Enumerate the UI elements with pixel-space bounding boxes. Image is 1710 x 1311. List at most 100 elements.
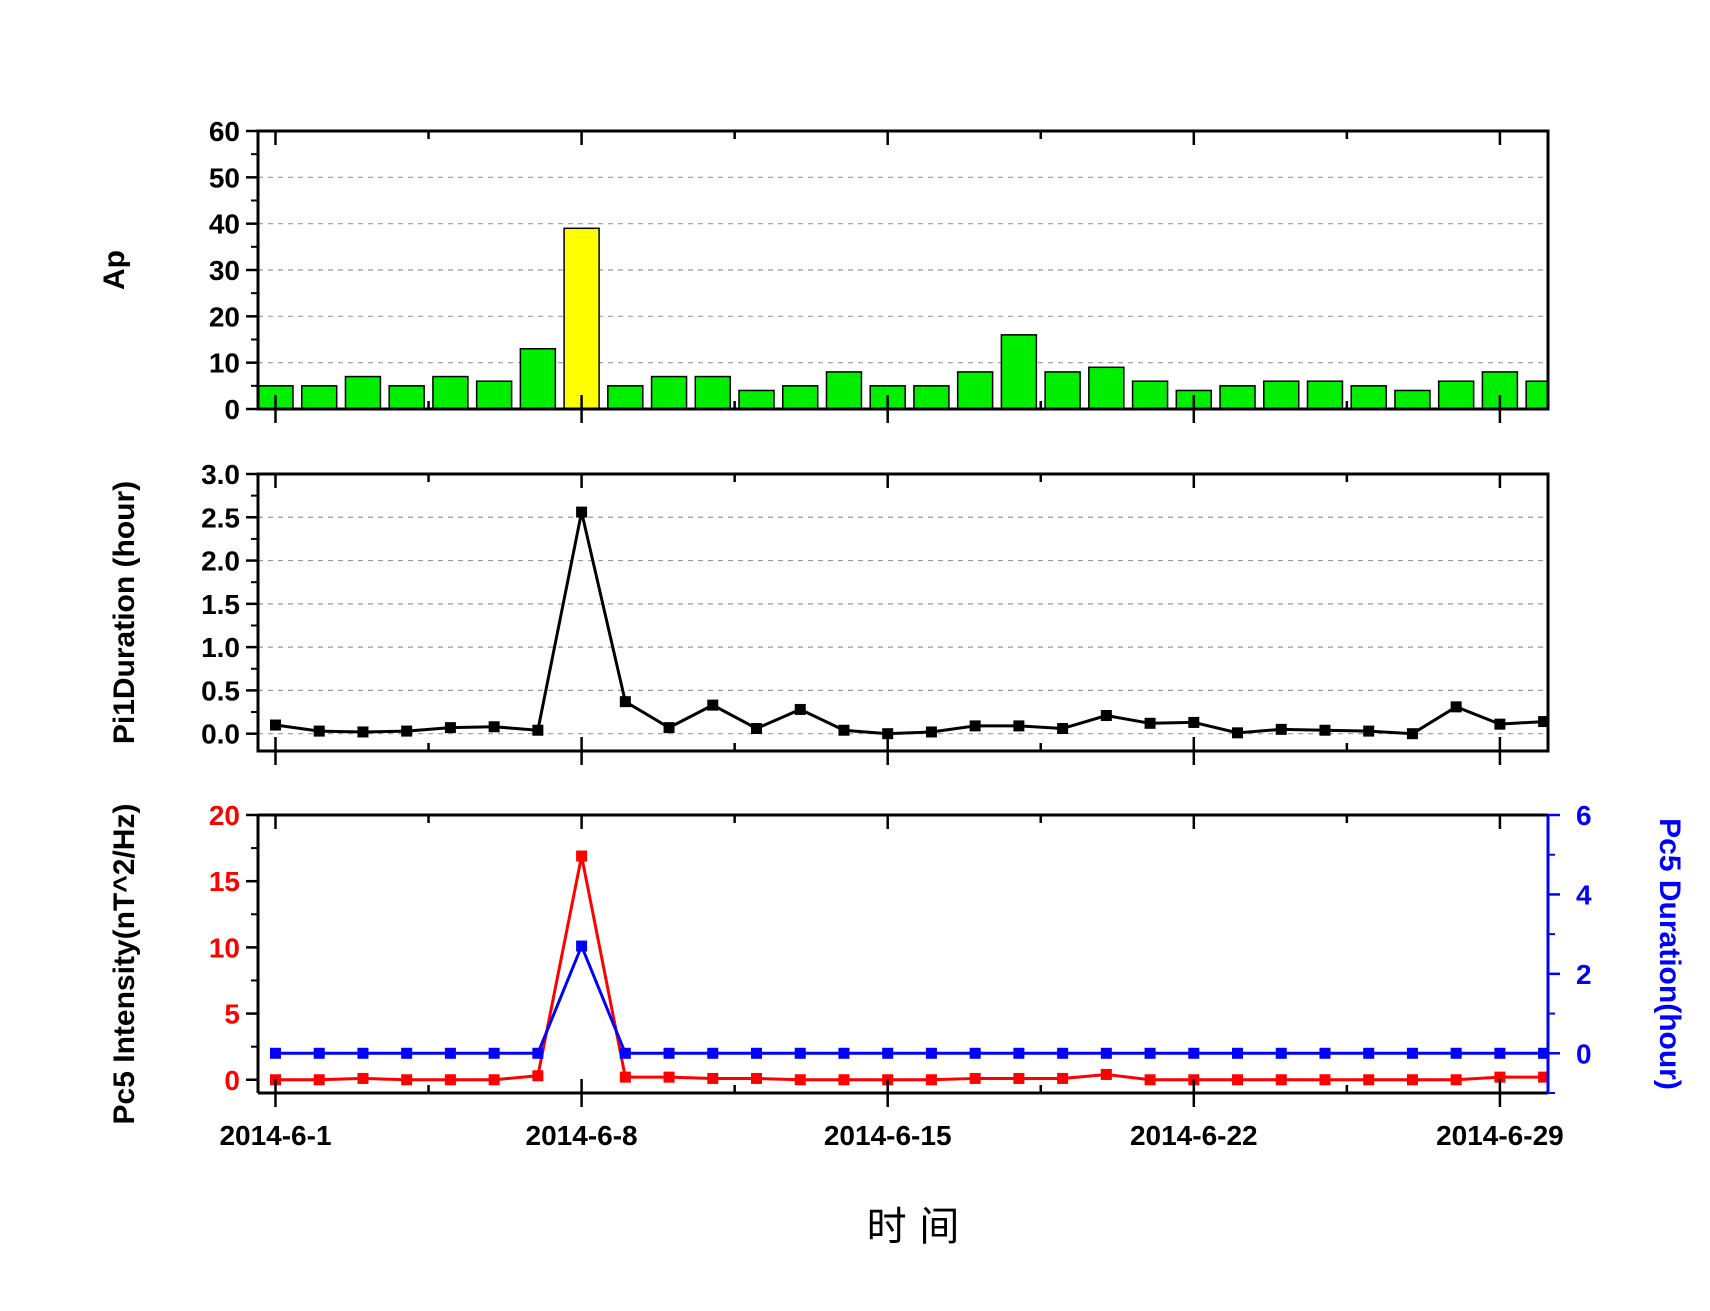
pc5-duration-point — [663, 1047, 675, 1059]
pc5-y2-tick-label: 4 — [1576, 879, 1592, 910]
pc5-duration-point — [1319, 1047, 1331, 1059]
pc5-duration-point — [1100, 1047, 1112, 1059]
pc5-y-tick-label: 5 — [224, 999, 240, 1030]
pc5-intensity-point — [401, 1074, 413, 1086]
ap-bar — [781, 385, 819, 410]
pi1-y-tick-label: 1.0 — [201, 632, 240, 663]
pc5-duration-line — [275, 942, 1544, 1055]
pc5-y2-tick-label: 0 — [1576, 1038, 1592, 1069]
pi1-y-tick-label: 1.5 — [201, 589, 240, 620]
pi1-point — [1406, 728, 1418, 740]
pi1-point — [969, 720, 981, 732]
ap-bar — [913, 385, 950, 410]
pc5-duration-point — [1450, 1047, 1462, 1059]
pc5-intensity-point — [1450, 1074, 1462, 1086]
pi1-point — [1450, 701, 1462, 713]
pc5-duration-point — [1188, 1047, 1200, 1059]
ap-bar — [1044, 371, 1081, 410]
pc5-intensity-point — [357, 1072, 369, 1084]
ap-bar — [694, 375, 732, 410]
pc5-x-tick-label: 2014-6-22 — [1130, 1120, 1258, 1151]
pc5-intensity-point — [1100, 1068, 1112, 1080]
x-axis-title: 时 间 — [867, 1204, 960, 1250]
pc5-duration-point — [1494, 1047, 1506, 1059]
ap-y-tick-label: 60 — [209, 116, 240, 147]
ap-bar — [1263, 380, 1300, 410]
ap-bar — [519, 348, 557, 410]
ap-panel: 0 10 20 30 40 50 60 Ap — [98, 116, 1550, 425]
pi1-y-tick-label: 2.5 — [201, 502, 240, 533]
ap-bar — [650, 375, 688, 410]
pc5-x-tick-label: 2014-6-1 — [219, 1120, 331, 1151]
pi1-point — [1538, 716, 1550, 728]
ap-bar — [1088, 366, 1125, 410]
pc5-y-tick-label: 15 — [209, 866, 240, 897]
pc5-intensity-line — [275, 855, 1544, 1082]
pi1-point — [269, 719, 281, 731]
ap-y-tick-label: 30 — [209, 255, 240, 286]
pi1-point — [794, 703, 806, 715]
pi1-plot-frame — [256, 472, 1550, 753]
pc5-duration-point — [1406, 1047, 1418, 1059]
pi1-point — [925, 726, 937, 738]
pc5-intensity-point — [1406, 1074, 1418, 1086]
pi1-point — [707, 699, 719, 711]
pc5-duration-point — [1057, 1047, 1069, 1059]
pc5-intensity-point — [1275, 1074, 1287, 1086]
pc5-intensity-point — [794, 1074, 806, 1086]
pi1-point — [1144, 717, 1156, 729]
pi1-point — [882, 728, 894, 740]
pi1-point — [313, 725, 325, 737]
pc5-duration-point — [707, 1047, 719, 1059]
pc5-duration-point — [619, 1047, 631, 1059]
ap-bar — [607, 385, 644, 410]
ap-y-tick-label: 0 — [224, 394, 240, 425]
ap-bar — [344, 375, 382, 410]
ap-bar — [432, 375, 469, 410]
pc5-duration-point — [1144, 1047, 1156, 1059]
ap-bar — [388, 385, 425, 410]
pc5-intensity-point — [751, 1072, 763, 1084]
ap-bar — [475, 380, 513, 410]
pc5-duration-point — [1013, 1047, 1025, 1059]
pc5-duration-point — [444, 1047, 456, 1059]
pi1-point — [1319, 724, 1331, 736]
pc5-duration-point — [838, 1047, 850, 1059]
pc5-x-tick-label: 2014-6-8 — [526, 1120, 638, 1151]
ap-bar — [825, 371, 863, 410]
pi1-point — [532, 724, 544, 736]
pc5-intensity-point — [1363, 1074, 1375, 1086]
pc5-y2-tick-label: 2 — [1576, 959, 1592, 990]
pc5-duration-point — [401, 1047, 413, 1059]
ap-bar — [1219, 385, 1256, 410]
pc5-duration-point — [357, 1047, 369, 1059]
ap-bar — [1306, 380, 1344, 410]
pi1-y-tick-label: 0.5 — [201, 675, 240, 706]
pi1-y-tick-label: 3.0 — [201, 459, 240, 490]
pc5-duration-point — [1538, 1047, 1550, 1059]
pc5-intensity-point — [1538, 1071, 1550, 1083]
pi1-point — [1188, 716, 1200, 728]
pi1-point — [663, 722, 675, 734]
ap-bar — [1000, 334, 1038, 410]
pi1-point — [444, 722, 456, 734]
ap-y-tick-label: 40 — [209, 209, 240, 240]
ap-bar — [1394, 389, 1431, 410]
pi1-point — [357, 726, 369, 738]
pc5-intensity-point — [1494, 1071, 1506, 1083]
pi1-point — [1275, 723, 1287, 735]
ap-bar — [956, 371, 994, 410]
pc5-intensity-point — [969, 1072, 981, 1084]
pi1-duration-panel: 0.0 0.5 1.0 1.5 2.0 2.5 3.0 Pi1Duration (hour) — [108, 459, 1550, 765]
pc5-y-tick-label: 0 — [224, 1065, 240, 1096]
pc5-y2-axis-title: Pc5 Duration(hour) — [1653, 818, 1686, 1090]
ap-y-axis-title: Ap — [98, 250, 131, 290]
pc5-x-tick-label: 2014-6-15 — [824, 1120, 952, 1151]
pc5-intensity-point — [925, 1074, 937, 1086]
pc5-intensity-point — [619, 1071, 631, 1083]
pi1-point — [1057, 722, 1069, 734]
pi1-point — [838, 724, 850, 736]
pc5-intensity-point — [1057, 1072, 1069, 1084]
pc5-intensity-point — [707, 1072, 719, 1084]
